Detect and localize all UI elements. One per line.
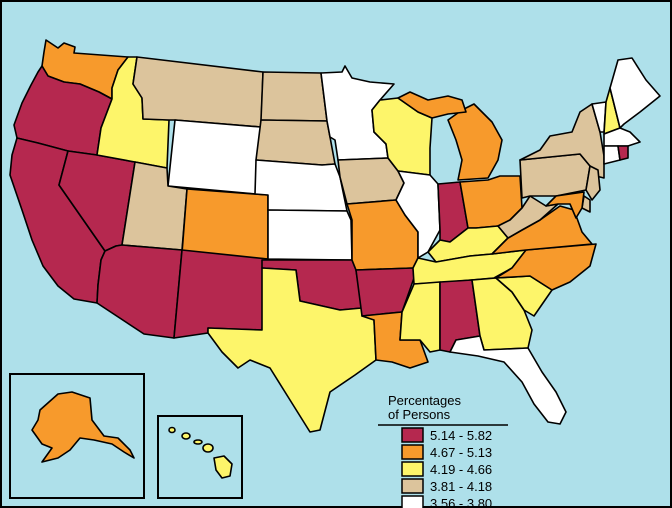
legend-label-4: 3.81 - 4.18	[430, 479, 492, 494]
state-maine[interactable]	[609, 57, 661, 129]
hawaii-oahu	[181, 432, 191, 440]
state-north-carolina[interactable]	[495, 243, 597, 291]
legend-label-5: 3.56 - 3.80	[430, 496, 492, 508]
state-north-dakota[interactable]	[260, 71, 328, 122]
hawaii-molokai	[193, 439, 203, 445]
state-michigan[interactable]	[447, 103, 503, 181]
hawaii-kauai	[168, 426, 176, 434]
state-maryland[interactable]	[545, 191, 585, 219]
state-texas[interactable]	[207, 267, 377, 433]
state-west-virginia[interactable]	[497, 195, 559, 239]
legend-swatch-3	[401, 461, 424, 477]
state-alaska[interactable]	[31, 391, 135, 463]
state-new-jersey[interactable]	[585, 165, 601, 201]
legend-swatch-1	[401, 427, 424, 443]
state-hawaii[interactable]	[168, 426, 233, 479]
hawaii-big-island	[213, 455, 233, 479]
legend-title-line1: Percentages	[388, 393, 461, 408]
legend-swatch-5	[401, 495, 424, 508]
hawaii-maui	[202, 443, 214, 453]
state-wyoming[interactable]	[167, 119, 262, 195]
state-colorado[interactable]	[181, 188, 269, 260]
legend: Percentages of Persons 5.14 - 5.82 4.67 -…	[378, 393, 508, 508]
state-nebraska[interactable]	[254, 159, 348, 212]
legend-items: 5.14 - 5.82 4.67 - 5.13 4.19 - 4.66 3.81 - …	[401, 427, 492, 508]
state-pennsylvania[interactable]	[519, 153, 591, 199]
legend-label-3: 4.19 - 4.66	[430, 462, 492, 477]
state-kansas[interactable]	[267, 209, 353, 261]
legend-swatch-4	[401, 478, 424, 494]
state-rhode-island[interactable]	[617, 145, 629, 161]
legend-title-line2: of Persons	[388, 407, 451, 422]
state-michigan-upper[interactable]	[397, 91, 467, 119]
state-arkansas[interactable]	[355, 267, 415, 317]
legend-label-2: 4.67 - 5.13	[430, 445, 492, 460]
legend-swatch-2	[401, 444, 424, 460]
legend-label-1: 5.14 - 5.82	[430, 428, 492, 443]
state-new-mexico[interactable]	[173, 249, 269, 339]
state-florida[interactable]	[449, 335, 567, 425]
state-south-dakota[interactable]	[255, 119, 336, 166]
